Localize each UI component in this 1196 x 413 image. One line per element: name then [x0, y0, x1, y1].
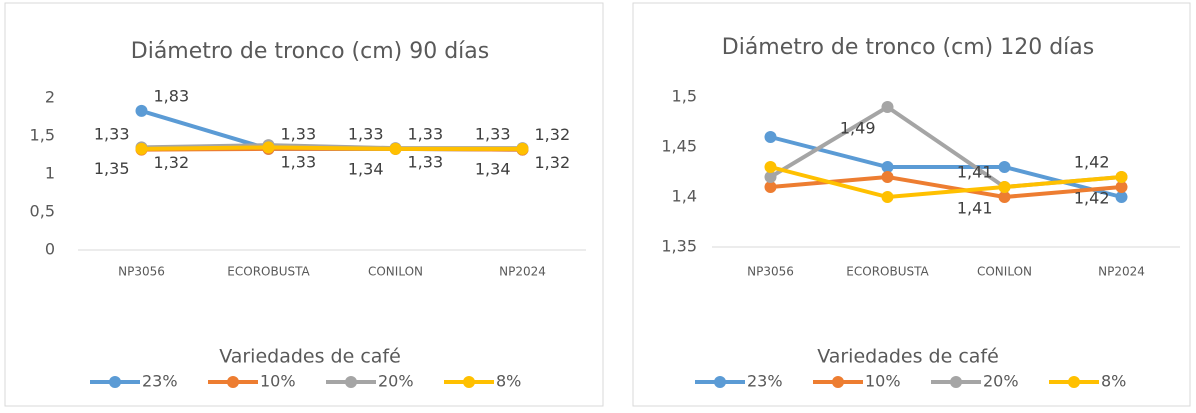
legend-label: 23%	[142, 372, 178, 391]
y-tick-label: 1,35	[661, 237, 697, 256]
data-point	[764, 161, 777, 173]
x-tick-label: NP2024	[499, 265, 546, 279]
legend-label: 20%	[378, 372, 414, 391]
x-tick-label: ECOROBUSTA	[227, 265, 310, 279]
y-tick-label: 1,5	[672, 87, 697, 106]
data-label: 1,33	[475, 124, 511, 143]
legend-marker	[950, 376, 962, 388]
series-line	[141, 145, 523, 151]
data-point	[389, 142, 402, 155]
data-point	[262, 141, 275, 154]
y-tick-label: 0	[45, 240, 55, 259]
y-tick-label: 1,5	[30, 126, 55, 145]
legend-label: 23%	[747, 372, 783, 391]
legend-marker	[714, 376, 726, 388]
y-tick-label: 1,45	[661, 137, 697, 156]
data-label: 1,41	[957, 199, 993, 218]
x-axis-title: Variedades de café	[219, 346, 401, 368]
data-point	[881, 101, 894, 113]
chart-title: Diámetro de tronco (cm) 120 días	[722, 35, 1094, 60]
data-point	[764, 171, 777, 183]
y-tick-label: 0,5	[30, 202, 55, 221]
legend-label: 8%	[496, 372, 521, 391]
data-label: 1,33	[408, 152, 444, 171]
series-line	[770, 165, 1122, 200]
data-label: 1,32	[154, 153, 190, 172]
x-tick-label: ECOROBUSTA	[846, 265, 929, 279]
data-point	[516, 142, 529, 155]
data-label: 1,33	[94, 124, 130, 143]
chart-title: Diámetro de tronco (cm) 90 días	[131, 39, 489, 64]
data-label: 1,33	[281, 152, 317, 171]
x-tick-label: CONILON	[977, 265, 1032, 279]
data-point	[1115, 191, 1128, 203]
legend-label: 20%	[983, 372, 1019, 391]
legend-marker	[832, 376, 844, 388]
data-point	[1115, 181, 1128, 193]
data-label: 1,42	[1074, 189, 1110, 208]
data-point	[881, 191, 894, 203]
data-point	[881, 171, 894, 183]
x-tick-label: CONILON	[368, 265, 423, 279]
x-tick-label: NP2024	[1098, 265, 1145, 279]
data-label: 1,34	[475, 160, 511, 179]
data-label: 1,34	[348, 160, 384, 179]
y-tick-label: 1	[45, 164, 55, 183]
data-label: 1,35	[94, 159, 130, 178]
data-label: 1,33	[408, 124, 444, 143]
data-point	[135, 142, 148, 155]
legend-label: 8%	[1101, 372, 1126, 391]
panel-frame	[4, 2, 604, 407]
legend-marker	[227, 376, 239, 388]
legend-marker	[1068, 376, 1080, 388]
data-label: 1,32	[535, 153, 571, 172]
legend-marker	[345, 376, 357, 388]
legend-label: 10%	[260, 372, 296, 391]
data-point	[998, 191, 1011, 203]
data-point	[1115, 171, 1128, 183]
data-point	[881, 161, 894, 173]
y-tick-label: 2	[45, 88, 55, 107]
y-tick-label: 1,4	[672, 187, 697, 206]
data-label: 1,32	[535, 125, 571, 144]
legend-label: 10%	[865, 372, 901, 391]
legend-marker	[463, 376, 475, 388]
series-line	[140, 109, 523, 152]
x-tick-label: NP3056	[747, 265, 794, 279]
data-point	[764, 131, 777, 143]
data-point	[764, 181, 777, 193]
series-line	[769, 104, 1122, 190]
x-axis-title: Variedades de café	[817, 346, 999, 368]
data-point	[998, 161, 1011, 173]
data-point	[135, 104, 148, 117]
data-label: 1,49	[840, 119, 876, 138]
panel-frame	[632, 2, 1191, 407]
legend-marker	[109, 376, 121, 388]
data-label: 1,42	[1074, 153, 1110, 172]
data-label: 1,33	[348, 124, 384, 143]
x-tick-label: NP3056	[118, 265, 165, 279]
data-label: 1,83	[154, 86, 190, 105]
data-point	[998, 181, 1011, 193]
data-label: 1,33	[281, 124, 317, 143]
data-label: 1,41	[957, 163, 993, 182]
